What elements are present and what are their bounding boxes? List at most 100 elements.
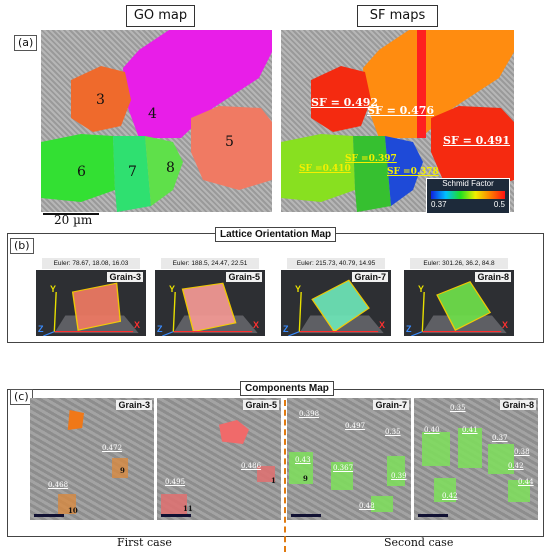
component-highlight — [289, 452, 313, 484]
panel-label-a: (a) — [14, 35, 38, 51]
lattice-cube-svg — [411, 281, 507, 336]
go-map-image: 3 4 5 6 7 8 — [41, 30, 272, 212]
component-grain-name: Grain-7 — [373, 400, 409, 410]
component-highlight — [219, 420, 249, 444]
lattice-grain-name: Grain-3 — [107, 272, 143, 282]
component-scale-bar — [161, 514, 191, 517]
sf-grain-8-region — [385, 136, 423, 206]
lattice-grain-name: Grain-5 — [226, 272, 262, 282]
component-highlight — [58, 494, 76, 514]
component-scale-bar — [418, 514, 448, 517]
component-scale-bar — [34, 514, 64, 517]
x-axis-label: X — [501, 320, 508, 330]
component-highlight — [331, 462, 353, 490]
x-axis-label: X — [133, 320, 140, 330]
lattice-orientation-view: Grain-7 X Y Z — [281, 270, 391, 336]
sf-label-grain-4: SF = 0.476 — [367, 104, 435, 117]
z-axis-line — [43, 331, 55, 336]
y-axis-label: Y — [50, 284, 57, 294]
component-sf-value: 0.495 — [165, 478, 186, 486]
sf-maps-header: SF maps — [357, 5, 438, 27]
component-sf-value: 0.486 — [241, 462, 262, 470]
component-sf-value: 0.35 — [450, 404, 466, 412]
y-axis-line — [53, 291, 57, 332]
component-highlight — [371, 496, 393, 512]
component-highlight — [387, 456, 405, 486]
scale-bar-line — [43, 213, 99, 215]
component-sf-value: 0.367 — [333, 464, 354, 472]
sf-map-grains — [281, 30, 514, 212]
grain-4-region — [123, 30, 272, 138]
sf-grain-4-region — [363, 30, 514, 138]
component-sf-value: 0.468 — [48, 481, 69, 489]
sf-grain-7-region — [353, 136, 391, 212]
y-axis-line — [172, 291, 176, 332]
components-title: Components Map — [240, 381, 334, 396]
schmid-legend: Schmid Factor 0.37 0.5 — [426, 178, 510, 214]
component-highlight — [161, 494, 187, 514]
component-sf-value: 0.41 — [462, 426, 478, 434]
component-sf-value: 0.44 — [518, 478, 534, 486]
panel-label-c: (c) — [10, 389, 33, 405]
z-axis-line — [411, 331, 423, 336]
component-highlight — [257, 466, 275, 482]
component-sf-value: 0.38 — [514, 448, 530, 456]
y-axis-label: Y — [418, 284, 425, 294]
sf-grain-3-region — [311, 66, 371, 132]
sf-label-grain-3: SF = 0.492 — [311, 96, 379, 109]
component-grain-name: Grain-3 — [116, 400, 152, 410]
schmid-min: 0.37 — [431, 200, 447, 209]
x-axis-label: X — [252, 320, 259, 330]
component-image-grain-7: Grain-7 0.398 0.497 0.35 0.43 0.367 0.39… — [287, 398, 411, 520]
grain-label-7: 7 — [128, 164, 137, 180]
lattice-cube-svg — [162, 282, 258, 336]
sf-label-grain-6: SF =0.410 — [299, 164, 351, 174]
grain-label-6: 6 — [77, 164, 86, 180]
y-axis-label: Y — [295, 284, 302, 294]
grain-label-4: 4 — [148, 106, 157, 122]
component-highlight — [422, 432, 450, 466]
lattice-orientation-view: Grain-8 X Y Z — [404, 270, 514, 336]
component-highlight — [112, 458, 128, 478]
grain-3-region — [71, 66, 131, 132]
lattice-cube-svg — [288, 279, 384, 336]
z-axis-line — [288, 331, 300, 336]
schmid-legend-title: Schmid Factor — [442, 179, 494, 188]
go-map-grains — [41, 30, 272, 212]
lattice-orientation-view: Grain-5 X Y Z — [155, 270, 265, 336]
z-axis-label: Z — [283, 324, 289, 334]
lattice-grain-name: Grain-7 — [352, 272, 388, 282]
y-axis-line — [298, 291, 302, 332]
lattice-orientation-view: Grain-3 X Y Z — [36, 270, 146, 336]
component-image-grain-8: Grain-8 0.35 0.40 0.41 0.37 0.38 0.42 0.… — [414, 398, 538, 520]
component-highlight — [434, 478, 456, 502]
grain-7-region — [113, 136, 151, 212]
component-grain-number: 11 — [183, 504, 193, 513]
component-image-grain-3: Grain-3 0.472 0.468 9 10 — [30, 398, 154, 520]
lattice-cube — [311, 279, 370, 333]
sf-grain-6-region — [281, 134, 355, 202]
component-highlight — [488, 444, 514, 474]
case-separator — [284, 400, 286, 552]
component-grain-name: Grain-8 — [500, 400, 536, 410]
x-axis-label: X — [378, 320, 385, 330]
grain-6-region — [41, 134, 115, 202]
grain-label-3: 3 — [96, 92, 105, 108]
z-axis-label: Z — [38, 324, 44, 334]
component-sf-value: 0.42 — [442, 492, 458, 500]
component-sf-value: 0.472 — [102, 444, 123, 452]
component-grain-number: 9 — [303, 474, 308, 483]
scale-bar-label: 20 µm — [54, 213, 93, 227]
component-sf-value: 0.497 — [345, 422, 366, 430]
lattice-cube — [436, 281, 492, 331]
sf-label-grain-5: SF = 0.491 — [443, 134, 511, 147]
sf-stripe — [417, 30, 426, 138]
lattice-cube-svg — [43, 282, 139, 336]
component-sf-value: 0.40 — [424, 426, 440, 434]
lattice-grain-name: Grain-8 — [475, 272, 511, 282]
component-highlight — [508, 480, 530, 502]
lattice-cube — [71, 282, 122, 331]
schmid-color-bar — [431, 191, 505, 199]
euler-label: Euler: 215.73, 40.79, 14.95 — [287, 258, 385, 269]
component-grain-name: Grain-5 — [243, 400, 279, 410]
